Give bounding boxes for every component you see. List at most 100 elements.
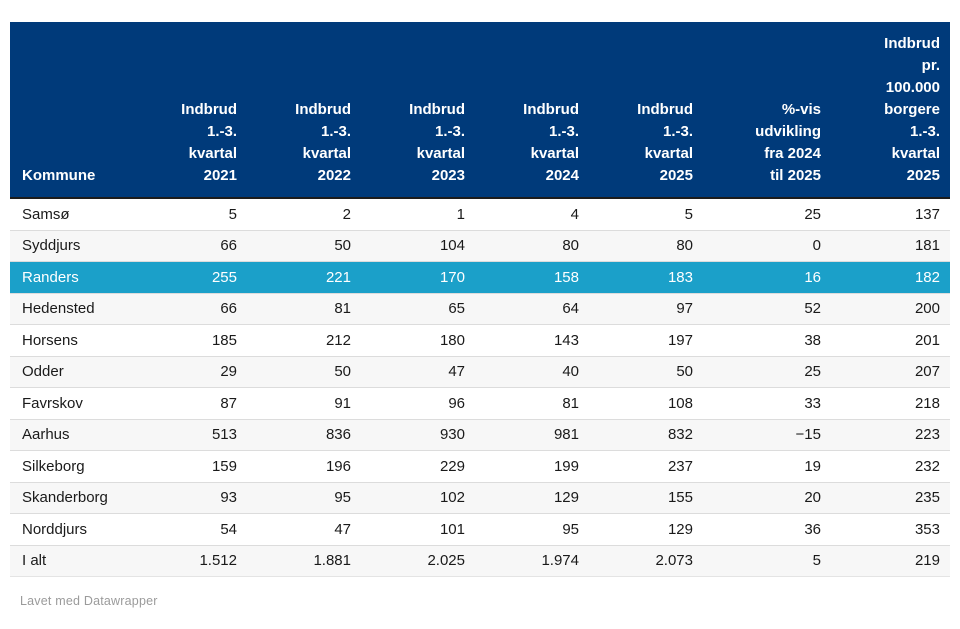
cell: 170 bbox=[361, 261, 475, 293]
cell: 81 bbox=[475, 387, 589, 419]
cell: 221 bbox=[247, 261, 361, 293]
column-header: Indbrud 1.-3. kvartal 2021 bbox=[133, 22, 247, 199]
cell: 66 bbox=[133, 229, 247, 262]
cell: 93 bbox=[133, 481, 247, 514]
row-label: Skanderborg bbox=[10, 481, 133, 514]
row-label: Randers bbox=[10, 261, 133, 293]
indbrud-table: Kommune Indbrud 1.-3. kvartal 2021 Indbrud… bbox=[10, 22, 950, 577]
cell: 201 bbox=[831, 324, 950, 356]
column-header: Indbrud pr. 100.000 borgere 1.-3. kvarta… bbox=[831, 22, 950, 199]
table-row: Odder 29 50 47 40 50 25 207 bbox=[10, 355, 950, 388]
cell: 38 bbox=[703, 324, 831, 356]
cell: 91 bbox=[247, 387, 361, 419]
cell: 102 bbox=[361, 481, 475, 514]
row-label: I alt bbox=[10, 544, 133, 577]
table-row: Horsens 185 212 180 143 197 38 201 bbox=[10, 324, 950, 356]
cell: 212 bbox=[247, 324, 361, 356]
cell: 930 bbox=[361, 418, 475, 451]
row-label: Odder bbox=[10, 355, 133, 388]
cell: 95 bbox=[247, 481, 361, 514]
cell: 219 bbox=[831, 544, 950, 577]
row-label: Norddjurs bbox=[10, 513, 133, 545]
cell: 4 bbox=[570, 205, 579, 223]
cell: 81 bbox=[247, 292, 361, 325]
table-row: Randers 255 221 170 158 183 16 182 bbox=[10, 261, 950, 293]
cell: 1.512 bbox=[133, 544, 247, 577]
cell: 5 bbox=[684, 205, 693, 223]
cell: 50 bbox=[247, 355, 361, 388]
cell: 65 bbox=[361, 292, 475, 325]
cell: 97 bbox=[589, 292, 703, 325]
cell: 2 bbox=[342, 205, 351, 223]
cell: 108 bbox=[589, 387, 703, 419]
cell: 47 bbox=[247, 513, 361, 545]
cell: 158 bbox=[475, 261, 589, 293]
cell: 96 bbox=[361, 387, 475, 419]
cell: 87 bbox=[133, 387, 247, 419]
cell: 36 bbox=[703, 513, 831, 545]
cell: 16 bbox=[703, 261, 831, 293]
cell: 182 bbox=[831, 261, 950, 293]
row-label: Horsens bbox=[10, 324, 133, 356]
table-row: Syddjurs 66 50 104 80 80 0 181 bbox=[10, 229, 950, 262]
cell: 5 bbox=[228, 205, 237, 223]
cell: 229 bbox=[361, 450, 475, 482]
column-header: Indbrud 1.-3. kvartal 2025 bbox=[589, 22, 703, 199]
cell: 2.025 bbox=[361, 544, 475, 577]
header-row: Kommune Indbrud 1.-3. kvartal 2021 Indbrud… bbox=[10, 22, 950, 199]
table-row: Favrskov 87 91 96 81 108 33 218 bbox=[10, 387, 950, 419]
column-header: %-vis udvikling fra 2024 til 2025 bbox=[703, 22, 831, 199]
cell: 181 bbox=[831, 229, 950, 262]
cell: 1.881 bbox=[247, 544, 361, 577]
cell: 80 bbox=[589, 229, 703, 262]
cell: 50 bbox=[247, 229, 361, 262]
cell: 836 bbox=[247, 418, 361, 451]
cell: 129 bbox=[475, 481, 589, 514]
cell: 29 bbox=[133, 355, 247, 388]
cell: 183 bbox=[589, 261, 703, 293]
cell: 104 bbox=[361, 229, 475, 262]
cell: 52 bbox=[703, 292, 831, 325]
cell: 25 bbox=[703, 355, 831, 388]
cell: 129 bbox=[589, 513, 703, 545]
cell: 143 bbox=[475, 324, 589, 356]
cell: 199 bbox=[475, 450, 589, 482]
column-header: Indbrud 1.-3. kvartal 2022 bbox=[247, 22, 361, 199]
cell: 0 bbox=[703, 229, 831, 262]
cell: 200 bbox=[831, 292, 950, 325]
cell: 5 bbox=[703, 544, 831, 577]
cell: 232 bbox=[831, 450, 950, 482]
cell: 80 bbox=[475, 229, 589, 262]
cell: 218 bbox=[831, 387, 950, 419]
cell: 832 bbox=[589, 418, 703, 451]
cell: 40 bbox=[475, 355, 589, 388]
table-row: Aarhus 513 836 930 981 832 −15 223 bbox=[10, 418, 950, 451]
cell: 1.974 bbox=[475, 544, 589, 577]
cell: 513 bbox=[133, 418, 247, 451]
cell: 19 bbox=[703, 450, 831, 482]
table-row: Silkeborg 159 196 229 199 237 19 232 bbox=[10, 450, 950, 482]
cell: 223 bbox=[831, 418, 950, 451]
row-label: Samsø bbox=[22, 205, 70, 223]
cell: 33 bbox=[703, 387, 831, 419]
row-label: Aarhus bbox=[10, 418, 133, 451]
cell: 25 bbox=[804, 205, 821, 223]
cell: 66 bbox=[133, 292, 247, 325]
cell: 155 bbox=[589, 481, 703, 514]
datawrapper-credit[interactable]: Lavet med Datawrapper bbox=[20, 594, 158, 608]
table-row: Samsø 5 2 1 4 5 25 137 bbox=[10, 198, 950, 230]
cell: 353 bbox=[831, 513, 950, 545]
cell: 64 bbox=[475, 292, 589, 325]
cell: −15 bbox=[703, 418, 831, 451]
cell: 50 bbox=[589, 355, 703, 388]
cell: 981 bbox=[475, 418, 589, 451]
cell: 47 bbox=[361, 355, 475, 388]
row-label: Favrskov bbox=[10, 387, 133, 419]
table-widget: Kommune Indbrud 1.-3. kvartal 2021 Indbrud… bbox=[10, 22, 950, 608]
cell: 20 bbox=[703, 481, 831, 514]
column-header: Indbrud 1.-3. kvartal 2023 bbox=[361, 22, 475, 199]
cell: 101 bbox=[361, 513, 475, 545]
cell: 197 bbox=[589, 324, 703, 356]
row-label: Syddjurs bbox=[10, 229, 133, 262]
table-body: Samsø 5 2 1 4 5 25 137 Syddjurs 66 50 104 80 80 0 181 Ra… bbox=[10, 198, 950, 577]
